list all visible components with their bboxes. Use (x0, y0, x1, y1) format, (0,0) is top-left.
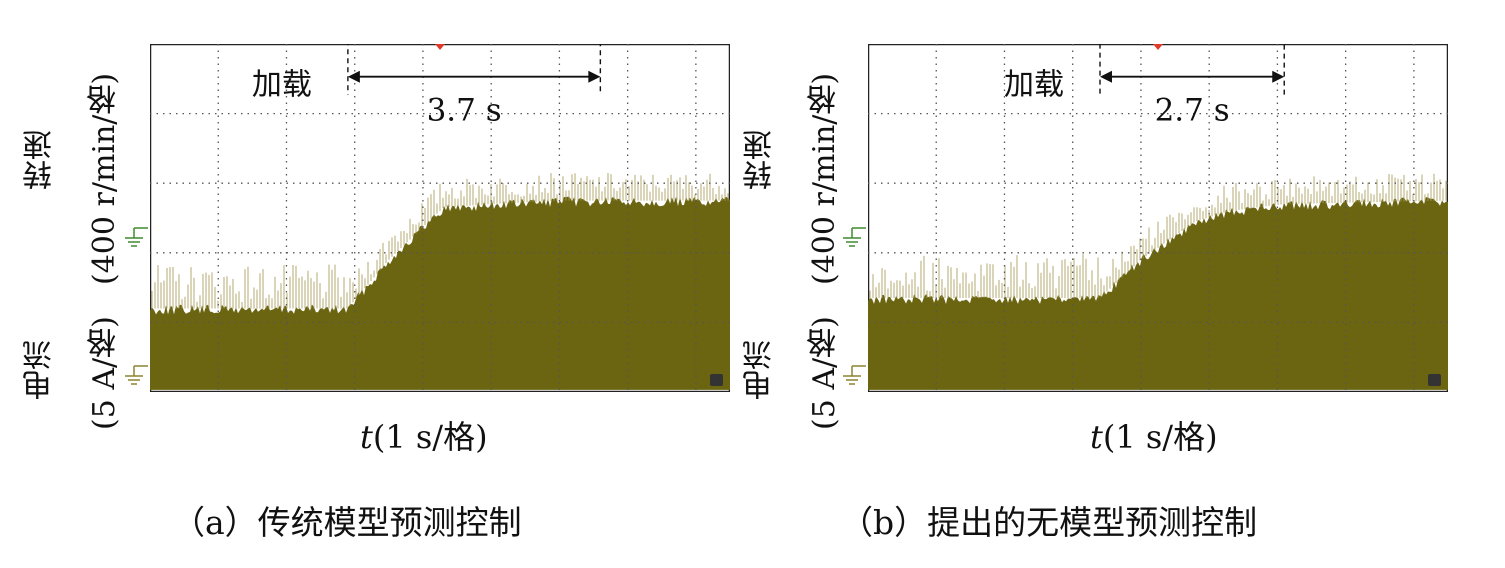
panel-caption: （a）传统模型预测控制 (172, 503, 522, 542)
current-axis-scale: (5 A/格) (87, 316, 122, 430)
oscilloscope-plot: 加载3.7 sΔn=106 r/min (149, 0, 731, 393)
speed-axis-label-main: 转速 (23, 130, 58, 190)
speed-axis-scale-label: (400 r/min/格) (807, 0, 842, 285)
load-label: 加载 (252, 68, 312, 103)
time-axis-variable: t (1090, 418, 1103, 456)
duration-arrowhead-left (1100, 70, 1112, 83)
panel-b: 转速 (400 r/min/格) 电流 (5 A/格) 加载2.7 sΔn=70… (720, 0, 1472, 568)
speed-ground-icon (843, 227, 866, 247)
time-axis-label: t(1 s/格) (360, 412, 488, 458)
duration-label: 2.7 s (1155, 93, 1230, 129)
trigger-marker (1153, 44, 1163, 50)
speed-axis-label: 转速 (743, 0, 778, 190)
time-axis-scale: (1 s/格) (1102, 418, 1218, 456)
current-axis-label-main: 电流 (23, 340, 58, 400)
current-waveform (868, 197, 1448, 390)
duration-label: 3.7 s (427, 93, 502, 129)
time-axis-variable: t (360, 418, 373, 456)
panel-caption: （b）提出的无模型预测控制 (840, 503, 1258, 542)
scope-badge-icon (1428, 374, 1441, 386)
trigger-marker (435, 44, 445, 50)
duration-arrowhead-left (347, 70, 360, 83)
oscilloscope-plot: 加载2.7 sΔn=70 r/min (867, 0, 1449, 393)
current-axis-scale-label: (5 A/格) (807, 285, 842, 430)
time-axis-label: t(1 s/格) (1090, 412, 1218, 458)
current-waveform (150, 196, 730, 390)
duration-arrowhead-right (1272, 70, 1285, 83)
load-label: 加载 (1004, 68, 1064, 103)
speed-axis-label: 转速 (23, 0, 58, 190)
current-axis-scale: (5 A/格) (807, 316, 842, 430)
current-axis-label-main: 电流 (743, 340, 778, 400)
speed-axis-scale-label: (400 r/min/格) (87, 0, 122, 285)
panel-a: 转速 (400 r/min/格) 电流 (5 A/格) 加载3.7 sΔn=10… (0, 0, 752, 568)
plot-svg: 加载3.7 sΔn=106 r/min (149, 0, 731, 393)
speed-axis-scale: (400 r/min/格) (807, 72, 842, 285)
current-axis-label: 电流 (23, 300, 58, 400)
time-axis-scale: (1 s/格) (372, 418, 488, 456)
speed-ground-icon (125, 227, 148, 247)
speed-axis-scale: (400 r/min/格) (87, 72, 122, 285)
speed-axis-label-main: 转速 (743, 130, 778, 190)
scope-badge-icon (710, 374, 723, 386)
current-axis-scale-label: (5 A/格) (87, 285, 122, 430)
duration-arrowhead-right (588, 70, 601, 83)
current-ground-icon (125, 365, 148, 385)
current-axis-label: 电流 (743, 300, 778, 400)
plot-svg: 加载2.7 sΔn=70 r/min (867, 0, 1449, 393)
current-ground-icon (843, 365, 866, 385)
